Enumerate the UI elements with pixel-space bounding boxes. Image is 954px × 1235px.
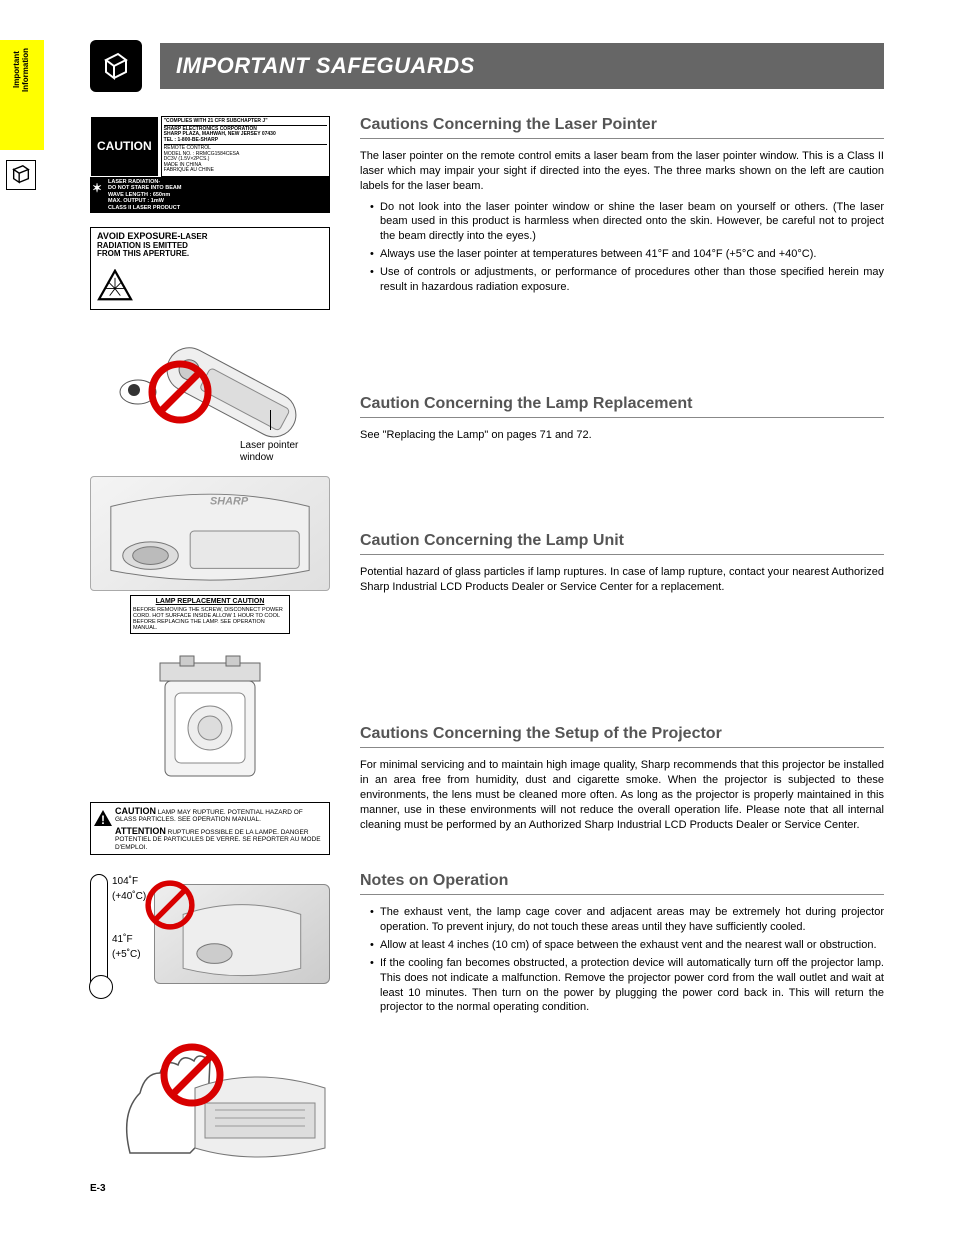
laser-intro: The laser pointer on the remote control … <box>360 149 884 194</box>
hot-surface-figure <box>90 1013 330 1163</box>
notes-list: The exhaust vent, the lamp cage cover an… <box>360 905 884 1015</box>
figures-column: CAUTION "COMPLIES WITH 21 CFR SUBCHAPTER… <box>90 116 330 1163</box>
side-tab-text: ImportantInformation <box>13 48 31 92</box>
section-unit: Caution Concerning the Lamp Unit Potenti… <box>360 532 884 595</box>
caution-label-group: CAUTION "COMPLIES WITH 21 CFR SUBCHAPTER… <box>90 116 330 213</box>
page-title: IMPORTANT SAFEGUARDS <box>176 53 475 79</box>
laser-triangle-icon <box>97 269 133 301</box>
list-item: Always use the laser pointer at temperat… <box>370 247 884 262</box>
unit-body: Potential hazard of glass particles if l… <box>360 565 884 595</box>
prohibit-icon <box>160 1043 224 1107</box>
side-info-icon <box>6 160 36 190</box>
lamp-unit-figure: ! CAUTION LAMP MAY RUPTURE. POTENTIAL HA… <box>90 648 330 855</box>
rupture-caution-label: ! CAUTION LAMP MAY RUPTURE. POTENTIAL HA… <box>90 802 330 855</box>
svg-text:!: ! <box>101 813 105 827</box>
page-header: IMPORTANT SAFEGUARDS <box>90 40 884 92</box>
list-item: Use of controls or adjustments, or perfo… <box>370 265 884 295</box>
section-setup: Cautions Concerning the Setup of the Pro… <box>360 725 884 832</box>
list-item: Do not look into the laser pointer windo… <box>370 200 884 245</box>
heading-replace: Caution Concerning the Lamp Replacement <box>360 395 884 418</box>
laser-list: Do not look into the laser pointer windo… <box>360 200 884 295</box>
setup-body: For minimal servicing and to maintain hi… <box>360 758 884 832</box>
side-tab: ImportantInformation <box>0 40 44 150</box>
thermometer-icon <box>90 874 108 994</box>
svg-text:SHARP: SHARP <box>210 496 249 508</box>
section-laser: Cautions Concerning the Laser Pointer Th… <box>360 116 884 295</box>
list-item: If the cooling fan becomes obstructed, a… <box>370 956 884 1015</box>
list-item: The exhaust vent, the lamp cage cover an… <box>370 905 884 935</box>
heading-laser: Cautions Concerning the Laser Pointer <box>360 116 884 139</box>
text-column: Cautions Concerning the Laser Pointer Th… <box>360 116 884 1163</box>
header-bar: IMPORTANT SAFEGUARDS <box>160 43 884 89</box>
compliance-label: "COMPLIES WITH 21 CFR SUBCHAPTER J" SHAR… <box>161 116 330 177</box>
projector-figure: SHARP LAMP REPLACEMENT CAUTION BEFORE RE… <box>90 476 330 634</box>
header-icon <box>90 40 142 92</box>
caution-badge: CAUTION <box>90 116 159 177</box>
replace-body: See "Replacing the Lamp" on pages 71 and… <box>360 428 884 443</box>
temperature-figure: 104˚F (+40˚C) 41˚F (+5˚C) <box>90 869 330 999</box>
prohibit-icon <box>145 880 195 930</box>
laser-spec-label: ✶ LASER RADIATION- DO NOT STARE INTO BEA… <box>90 177 330 214</box>
section-notes: Notes on Operation The exhaust vent, the… <box>360 872 884 1015</box>
list-item: Allow at least 4 inches (10 cm) of space… <box>370 938 884 953</box>
remote-caption: Laser pointer window <box>240 440 330 464</box>
prohibit-icon <box>148 360 212 424</box>
remote-figure: Laser pointer window <box>90 332 330 462</box>
section-replace: Caution Concerning the Lamp Replacement … <box>360 395 884 443</box>
heading-notes: Notes on Operation <box>360 872 884 895</box>
lamp-replacement-label: LAMP REPLACEMENT CAUTION BEFORE REMOVING… <box>130 595 290 634</box>
exposure-warning: AVOID EXPOSURE-LASER RADIATION IS EMITTE… <box>90 227 330 310</box>
heading-setup: Cautions Concerning the Setup of the Pro… <box>360 725 884 748</box>
page-number: E-3 <box>90 1183 884 1194</box>
heading-unit: Caution Concerning the Lamp Unit <box>360 532 884 555</box>
